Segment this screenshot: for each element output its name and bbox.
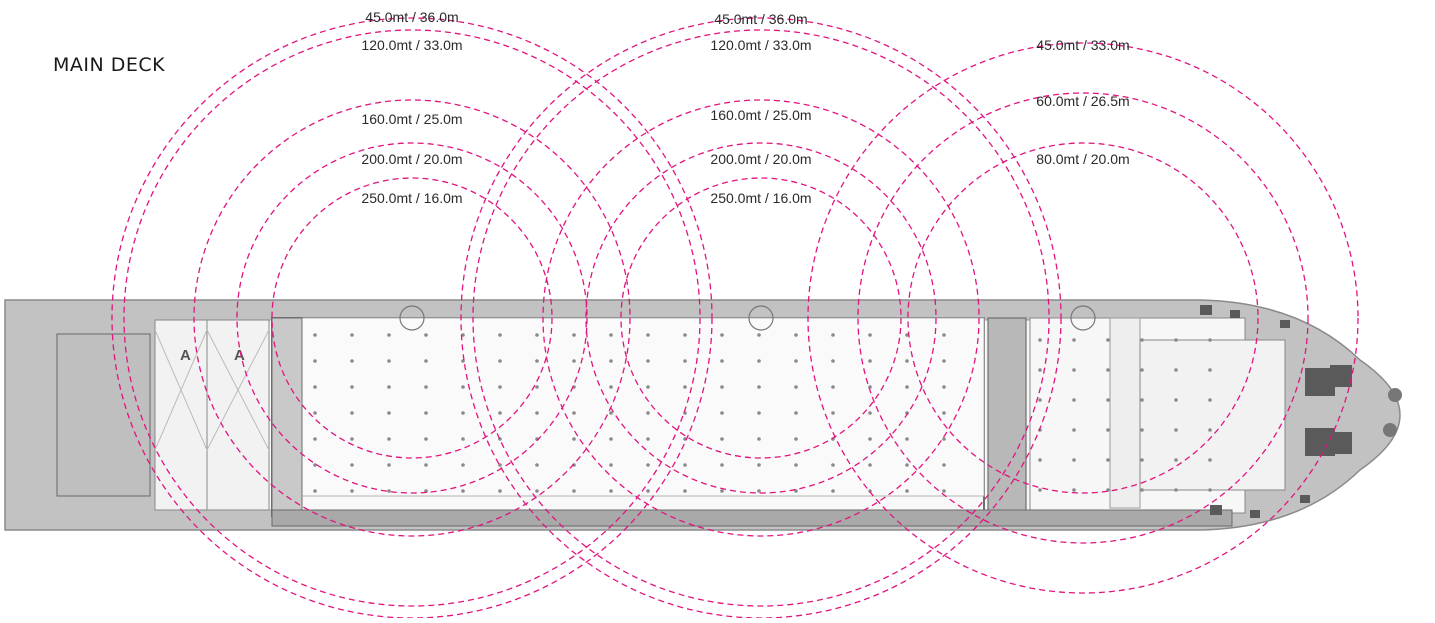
hatch-mark-1: A [180,347,191,364]
crane-1-reach-circle-3 [193,99,631,537]
crane-2-reach-circle-5 [620,177,902,459]
crane-1-reach-circle-4 [236,142,588,494]
crane-pedestal-3 [1070,305,1096,331]
hatch-mark-2: A [234,347,245,364]
ship-hull: A A [4,299,1402,531]
aft-deckhouse [56,333,151,497]
page-title: MAIN DECK [53,54,166,76]
crane-2-reach-circle-4 [585,142,937,494]
crane-pedestal-1 [399,305,425,331]
crane-1-reach-label-5: 250.0mt / 16.0m [361,190,462,206]
crane-2-reach-label-3: 160.0mt / 25.0m [710,107,811,123]
crane-1-reach-label-2: 120.0mt / 33.0m [361,37,462,53]
crane-2-reach-label-1: 45.0mt / 36.0m [714,11,807,27]
crane-2-reach-label-2: 120.0mt / 33.0m [710,37,811,53]
crane-3-reach-circle-3 [907,142,1259,494]
crane-1-reach-circle-2 [123,29,701,607]
crane-1-reach-label-4: 200.0mt / 20.0m [361,151,462,167]
hatch-covers [154,319,270,511]
crane-1-reach-label-1: 45.0mt / 36.0m [365,9,458,25]
deck-lashing-points [313,333,1212,493]
crane-3-reach-circle-1 [807,42,1359,594]
crane-1-reach-label-3: 160.0mt / 25.0m [361,111,462,127]
crane-reach-labels: 45.0mt / 36.0m 120.0mt / 33.0m 160.0mt / 2… [361,9,1129,206]
crane-2-reach-circle-3 [542,99,980,537]
crane-2-reach-label-4: 200.0mt / 20.0m [710,151,811,167]
crane-3-reach-label-2: 60.0mt / 26.5m [1036,93,1129,109]
crane-2-reach-circle-2 [472,29,1050,607]
bow-machinery [1200,305,1402,518]
crane-1-reach-circle-5 [271,177,553,459]
crane-3-reach-label-3: 80.0mt / 20.0m [1036,151,1129,167]
crane-3-reach-circle-2 [857,92,1309,544]
crane-2-reach-label-5: 250.0mt / 16.0m [710,190,811,206]
crane-3-reach-label-1: 45.0mt / 33.0m [1036,37,1129,53]
crane-pedestal-2 [748,305,774,331]
